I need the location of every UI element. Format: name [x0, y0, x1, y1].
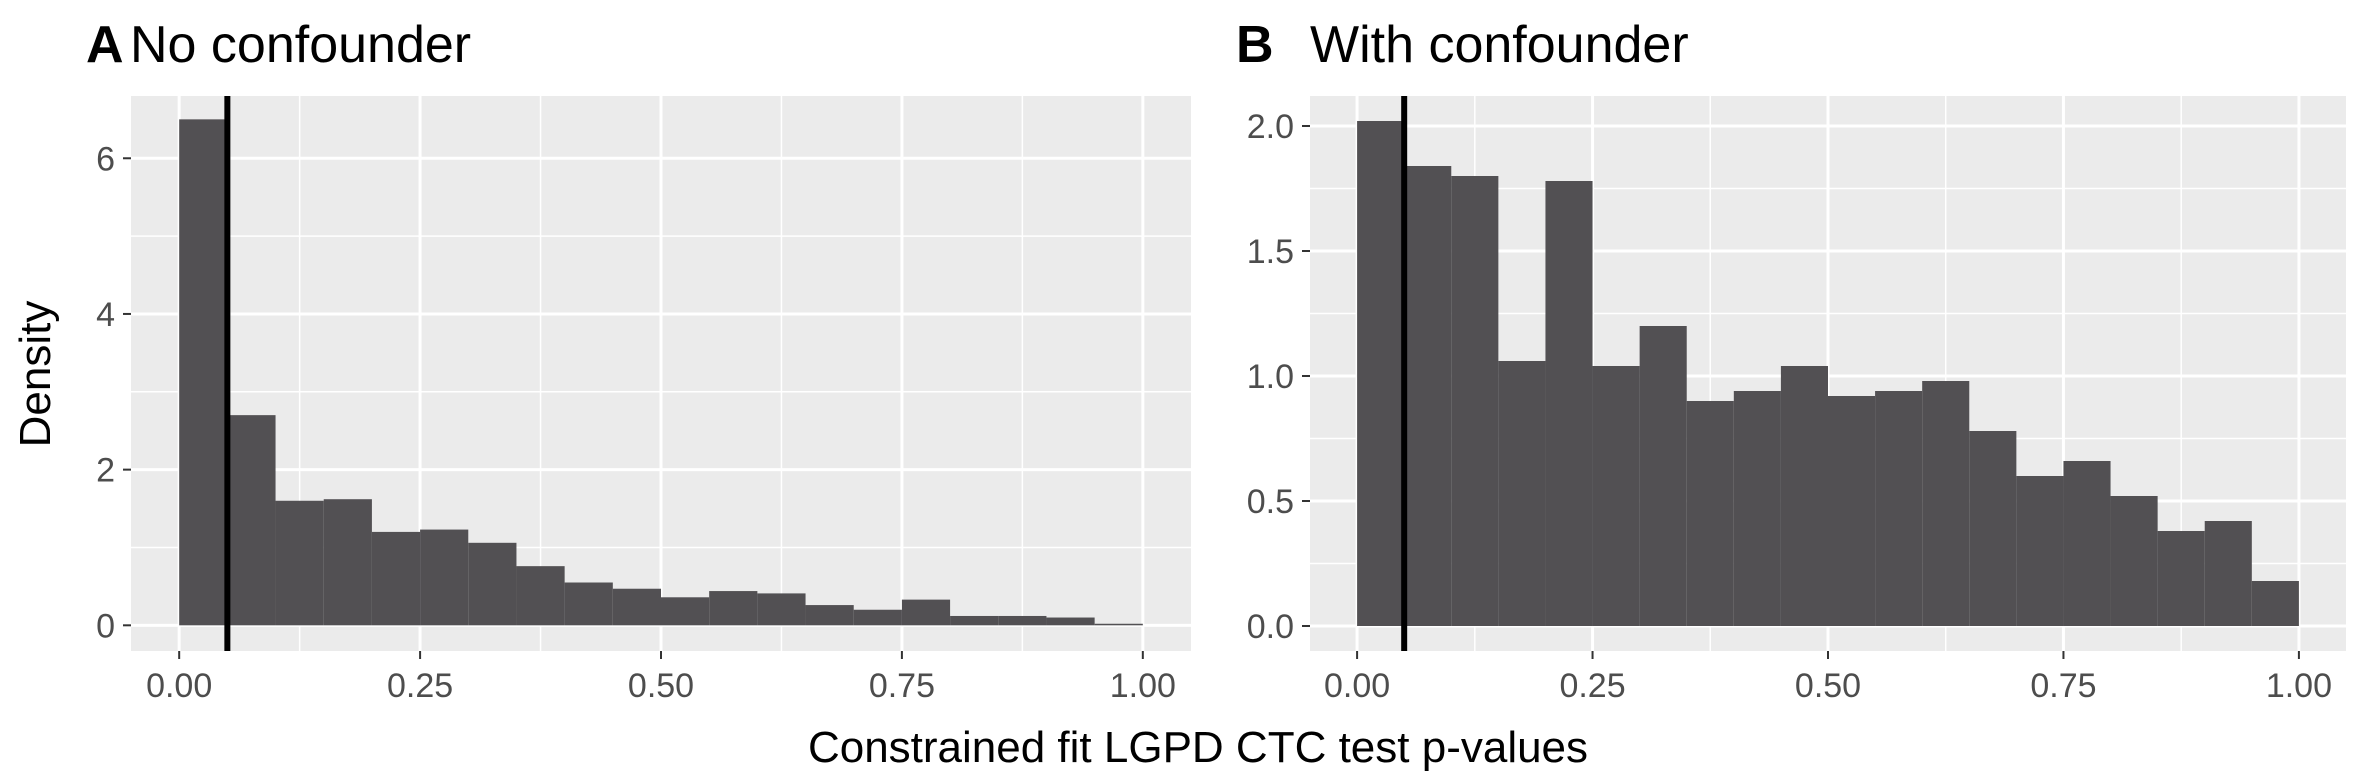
panel-a-title: No confounder: [130, 16, 471, 74]
panel-b-bar-11: [1875, 391, 1923, 626]
panel-a-bar-10: [661, 597, 710, 626]
panel-a-bar-14: [853, 609, 902, 626]
panel-b-bars: [1357, 121, 2299, 626]
panel-a-bar-1: [227, 415, 276, 626]
panel-b-bar-17: [2157, 531, 2205, 626]
panel-a-y-ticks: 0 2 4 6: [96, 140, 131, 645]
panel-b-bar-6: [1639, 326, 1687, 626]
panel-b-bar-3: [1498, 361, 1546, 626]
panel-b-x-ticks: 0.00 0.25 0.50 0.75 1.00: [1324, 651, 2332, 705]
panel-a-bar-15: [901, 599, 951, 626]
panel-a-x-tick-label-4: 1.00: [1110, 667, 1176, 705]
panel-a-bar-19: [1094, 623, 1143, 626]
panel-b: B With confounder 0.00 0.25 0.50 0.75 1.00 0…: [1236, 16, 2346, 705]
panel-a-bar-6: [468, 542, 517, 626]
panel-a-y-tick-label-2: 4: [96, 296, 115, 334]
panel-b-x-tick-label-4: 1.00: [2266, 667, 2332, 705]
panel-b-bar-13: [1969, 431, 2017, 626]
panel-b-bar-8: [1733, 391, 1781, 626]
panel-b-y-tick-label-3: 1.5: [1247, 233, 1294, 271]
panel-a-bar-17: [998, 615, 1047, 626]
panel-a-y-tick-label-3: 6: [96, 140, 115, 178]
panel-b-title: With confounder: [1310, 16, 1689, 74]
panel-a-bar-16: [950, 615, 999, 626]
panel-b-bar-12: [1922, 381, 1970, 626]
panel-b-x-tick-label-0: 0.00: [1324, 667, 1390, 705]
panel-a-x-tick-label-2: 0.50: [628, 667, 694, 705]
panel-a-y-tick-label-0: 0: [96, 607, 115, 645]
panel-b-bar-1: [1404, 166, 1452, 626]
panel-a-bar-18: [1046, 617, 1095, 626]
panel-a-bars: [179, 119, 1143, 626]
panel-a-bar-0: [179, 119, 228, 626]
panel-a-bar-11: [709, 591, 758, 626]
x-axis-title: Constrained fit LGPD CTC test p-values: [808, 723, 1588, 772]
panel-a-bar-5: [420, 529, 469, 626]
panel-b-x-tick-label-3: 0.75: [2030, 667, 2096, 705]
panel-a-bar-7: [516, 566, 565, 626]
panel-a-bar-3: [323, 499, 372, 626]
panel-a-bar-13: [805, 605, 854, 626]
panel-a-bar-4: [371, 531, 421, 626]
panel-b-bar-2: [1451, 176, 1499, 626]
panel-b-bar-10: [1828, 396, 1876, 626]
panel-a-x-tick-label-0: 0.00: [146, 667, 212, 705]
panel-b-tag: B: [1236, 16, 1274, 74]
panel-b-bar-15: [2063, 461, 2111, 626]
panel-b-y-tick-label-2: 1.0: [1247, 358, 1294, 396]
panel-a-bar-8: [564, 582, 613, 626]
panel-b-bar-9: [1780, 366, 1828, 626]
panel-a: A No confounder 0.00 0.25 0.50 0.75 1.00 0 2 4…: [86, 16, 1191, 705]
panel-b-y-tick-label-1: 0.5: [1247, 483, 1294, 521]
panel-b-bar-16: [2110, 496, 2158, 626]
panel-a-bar-12: [757, 593, 806, 626]
panel-b-y-tick-label-4: 2.0: [1247, 108, 1294, 146]
panel-b-bar-18: [2204, 521, 2252, 626]
panel-b-x-tick-label-1: 0.25: [1559, 667, 1625, 705]
panel-a-tag: A: [86, 16, 124, 74]
panel-b-y-tick-label-0: 0.0: [1247, 608, 1294, 646]
panel-a-x-ticks: 0.00 0.25 0.50 0.75 1.00: [146, 651, 1176, 705]
panel-b-bar-14: [2016, 476, 2064, 626]
panel-b-x-tick-label-2: 0.50: [1795, 667, 1861, 705]
panel-a-bar-9: [612, 588, 661, 626]
panel-b-bar-19: [2251, 581, 2299, 626]
panel-b-y-ticks: 0.0 0.5 1.0 1.5 2.0: [1247, 108, 1310, 646]
panel-b-bar-0: [1357, 121, 1405, 626]
panel-a-bar-2: [275, 500, 324, 626]
panel-b-bar-7: [1686, 401, 1734, 626]
panel-a-y-tick-label-1: 2: [96, 452, 115, 490]
panel-b-bar-4: [1545, 181, 1593, 626]
panel-b-bar-5: [1592, 366, 1640, 626]
panel-a-x-tick-label-1: 0.25: [387, 667, 453, 705]
y-axis-title: Density: [11, 301, 60, 448]
panel-a-x-tick-label-3: 0.75: [869, 667, 935, 705]
